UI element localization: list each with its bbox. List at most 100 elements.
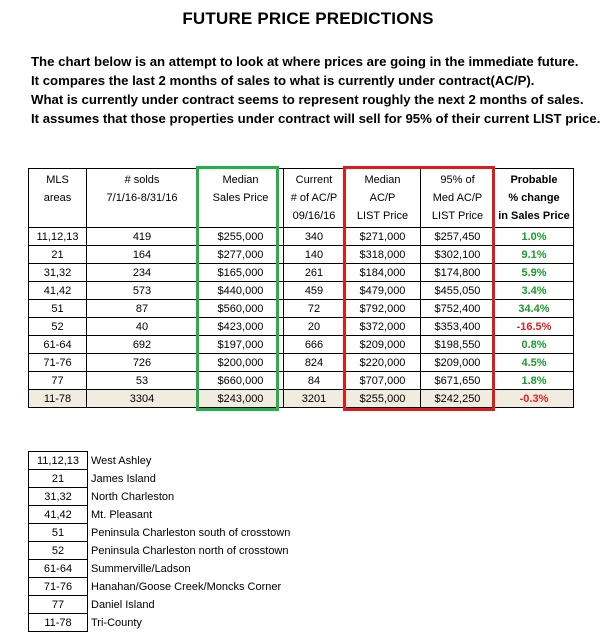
table-row: 61-64 692 $197,000 666 $209,000 $198,550 0.8% (28, 335, 574, 354)
table-cell: $440,000 (197, 281, 284, 300)
table-row: 11,12,13 419 $255,000 340 $271,000 $257,450 1.… (28, 227, 574, 246)
header-row: MLS areas # solds 7/1/16-8/31/16 Median Sales… (28, 168, 574, 228)
page-title: FUTURE PRICE PREDICTIONS (182, 9, 434, 28)
table-cell: 5.9% (494, 263, 574, 282)
table-cell: 1.0% (494, 227, 574, 246)
column-header-line: Sales Price (212, 192, 269, 204)
price-table: MLS areas # solds 7/1/16-8/31/16 Median Sales… (28, 168, 574, 408)
column-header-line: MLS (46, 174, 69, 186)
column-header-line: Median (364, 174, 401, 186)
table-cell: $242,250 (420, 389, 495, 408)
column-header-line: LIST Price (356, 210, 409, 222)
legend-area-code: 11-78 (28, 613, 88, 632)
legend-row: 11,12,13 West Ashley (28, 451, 291, 470)
table-cell: $257,450 (420, 227, 495, 246)
table-cell: $220,000 (344, 353, 421, 372)
table-cell: 3304 (86, 389, 198, 408)
table-row: 77 53 $660,000 84 $707,000 $671,650 1.8% (28, 371, 574, 390)
intro-line: The chart below is an attempt to look at… (31, 54, 579, 69)
column-header-line: areas (43, 192, 72, 204)
table-cell: 234 (86, 263, 198, 282)
intro-line: What is currently under contract seems t… (31, 92, 584, 107)
legend-area-name: Peninsula Charleston north of crosstown (91, 544, 289, 557)
table-cell: $271,000 (344, 227, 421, 246)
table-cell: 419 (86, 227, 198, 246)
table-cell: 726 (86, 353, 198, 372)
table-cell: $198,550 (420, 335, 495, 354)
column-header-line: in Sales Price (498, 210, 570, 222)
table-cell: 77 (28, 371, 87, 390)
column-header: # solds 7/1/16-8/31/16 (86, 168, 198, 228)
table-cell: 72 (283, 299, 345, 318)
table-cell: 261 (283, 263, 345, 282)
table-cell: $197,000 (197, 335, 284, 354)
legend-area-code: 51 (28, 523, 88, 542)
table-cell: 824 (283, 353, 345, 372)
table-cell: 31,32 (28, 263, 87, 282)
table-cell: $255,000 (344, 389, 421, 408)
table-cell: 61-64 (28, 335, 87, 354)
legend-area-name: Summerville/Ladson (91, 562, 191, 575)
table-cell: $277,000 (197, 245, 284, 264)
table-cell: $353,400 (420, 317, 495, 336)
table-cell: 9.1% (494, 245, 574, 264)
legend-row: 71-76 Hanahan/Goose Creek/Moncks Corner (28, 577, 291, 596)
column-header-line: AC/P (369, 192, 396, 204)
table-cell: 0.8% (494, 335, 574, 354)
column-header-line: Probable (510, 174, 558, 186)
table-cell: $560,000 (197, 299, 284, 318)
legend-row: 61-64 Summerville/Ladson (28, 559, 291, 578)
column-header: Probable % change in Sales Price (494, 168, 574, 228)
legend-area-code: 21 (28, 469, 88, 488)
table-row: 41,42 573 $440,000 459 $479,000 $455,050 3.4% (28, 281, 574, 300)
table-cell: 666 (283, 335, 345, 354)
table-cell: 11-78 (28, 389, 87, 408)
table-cell: $792,000 (344, 299, 421, 318)
table-cell: 52 (28, 317, 87, 336)
table-cell: $302,100 (420, 245, 495, 264)
table-cell: 20 (283, 317, 345, 336)
table-cell: 573 (86, 281, 198, 300)
table-cell: 87 (86, 299, 198, 318)
legend-row: 77 Daniel Island (28, 595, 291, 614)
table-cell: 3.4% (494, 281, 574, 300)
area-legend-table: 11,12,13 West Ashley 21 James Island 31,32 No… (28, 451, 291, 632)
column-header-line: 7/1/16-8/31/16 (106, 192, 178, 204)
legend-area-name: Hanahan/Goose Creek/Moncks Corner (91, 580, 282, 593)
table-cell: -0.3% (494, 389, 574, 408)
table-cell: $372,000 (344, 317, 421, 336)
legend-area-code: 11,12,13 (28, 451, 88, 470)
table-cell: 53 (86, 371, 198, 390)
column-header-line: # solds (124, 174, 160, 186)
legend-row: 11-78 Tri-County (28, 613, 291, 632)
legend-area-name: Tri-County (91, 616, 142, 629)
column-header: Current # of AC/P 09/16/16 (283, 168, 345, 228)
table-cell: 11,12,13 (28, 227, 87, 246)
table-cell: $165,000 (197, 263, 284, 282)
legend-area-code: 41,42 (28, 505, 88, 524)
table-cell: $671,650 (420, 371, 495, 390)
column-header-line: Med AC/P (432, 192, 483, 204)
table-cell: 40 (86, 317, 198, 336)
legend-area-name: Mt. Pleasant (91, 508, 153, 521)
table-cell: 71-76 (28, 353, 87, 372)
legend-area-code: 31,32 (28, 487, 88, 506)
total-row: 11-78 3304 $243,000 3201 $255,000 $242,250 -0.… (28, 389, 574, 408)
column-header: Median AC/P LIST Price (344, 168, 421, 228)
table-cell: $423,000 (197, 317, 284, 336)
column-header-line: LIST Price (431, 210, 484, 222)
table-cell: 84 (283, 371, 345, 390)
table-cell: $200,000 (197, 353, 284, 372)
column-header-line: Median (222, 174, 259, 186)
legend-area-name: North Charleston (91, 490, 175, 503)
legend-area-name: Daniel Island (91, 598, 155, 611)
legend-row: 21 James Island (28, 469, 291, 488)
table-cell: $174,800 (420, 263, 495, 282)
table-row: 71-76 726 $200,000 824 $220,000 $209,000 4.5% (28, 353, 574, 372)
table-cell: 51 (28, 299, 87, 318)
table-cell: $209,000 (420, 353, 495, 372)
table-row: 21 164 $277,000 140 $318,000 $302,100 9.1% (28, 245, 574, 264)
table-cell: $318,000 (344, 245, 421, 264)
intro-text: The chart below is an attempt to look at… (31, 52, 616, 128)
table-cell: 164 (86, 245, 198, 264)
